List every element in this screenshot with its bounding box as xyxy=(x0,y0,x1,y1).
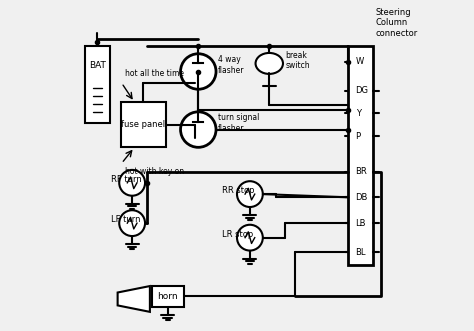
Text: DB: DB xyxy=(356,193,368,202)
Text: BAT: BAT xyxy=(89,61,106,70)
Text: W: W xyxy=(356,57,364,66)
Text: horn: horn xyxy=(157,292,178,301)
Circle shape xyxy=(119,210,145,236)
Text: hot all the time: hot all the time xyxy=(125,69,184,78)
Text: RR stop: RR stop xyxy=(222,186,255,195)
Text: BL: BL xyxy=(356,248,366,257)
Text: 4 way
flasher: 4 way flasher xyxy=(218,55,244,75)
Circle shape xyxy=(237,181,263,207)
Bar xyxy=(152,286,184,307)
Bar xyxy=(85,46,109,123)
Circle shape xyxy=(181,112,216,147)
Text: hot with key on: hot with key on xyxy=(125,167,184,176)
Circle shape xyxy=(237,225,263,251)
Text: LR stop: LR stop xyxy=(222,230,254,239)
Text: LB: LB xyxy=(356,219,366,228)
Ellipse shape xyxy=(255,53,283,74)
Circle shape xyxy=(181,54,216,89)
Text: P: P xyxy=(356,131,361,141)
Text: turn signal
flasher: turn signal flasher xyxy=(218,114,259,133)
Text: RF turn: RF turn xyxy=(111,175,142,184)
Text: LF turn: LF turn xyxy=(111,215,141,224)
Text: break
switch: break switch xyxy=(285,51,310,70)
Bar xyxy=(121,102,166,147)
Text: Steering
Column
connector: Steering Column connector xyxy=(376,8,418,38)
Text: BR: BR xyxy=(356,167,367,176)
Polygon shape xyxy=(118,286,150,312)
Text: DG: DG xyxy=(356,86,369,95)
Bar xyxy=(348,46,373,265)
Circle shape xyxy=(119,170,145,196)
Text: fuse panel: fuse panel xyxy=(121,120,165,129)
Text: Y: Y xyxy=(356,109,361,118)
